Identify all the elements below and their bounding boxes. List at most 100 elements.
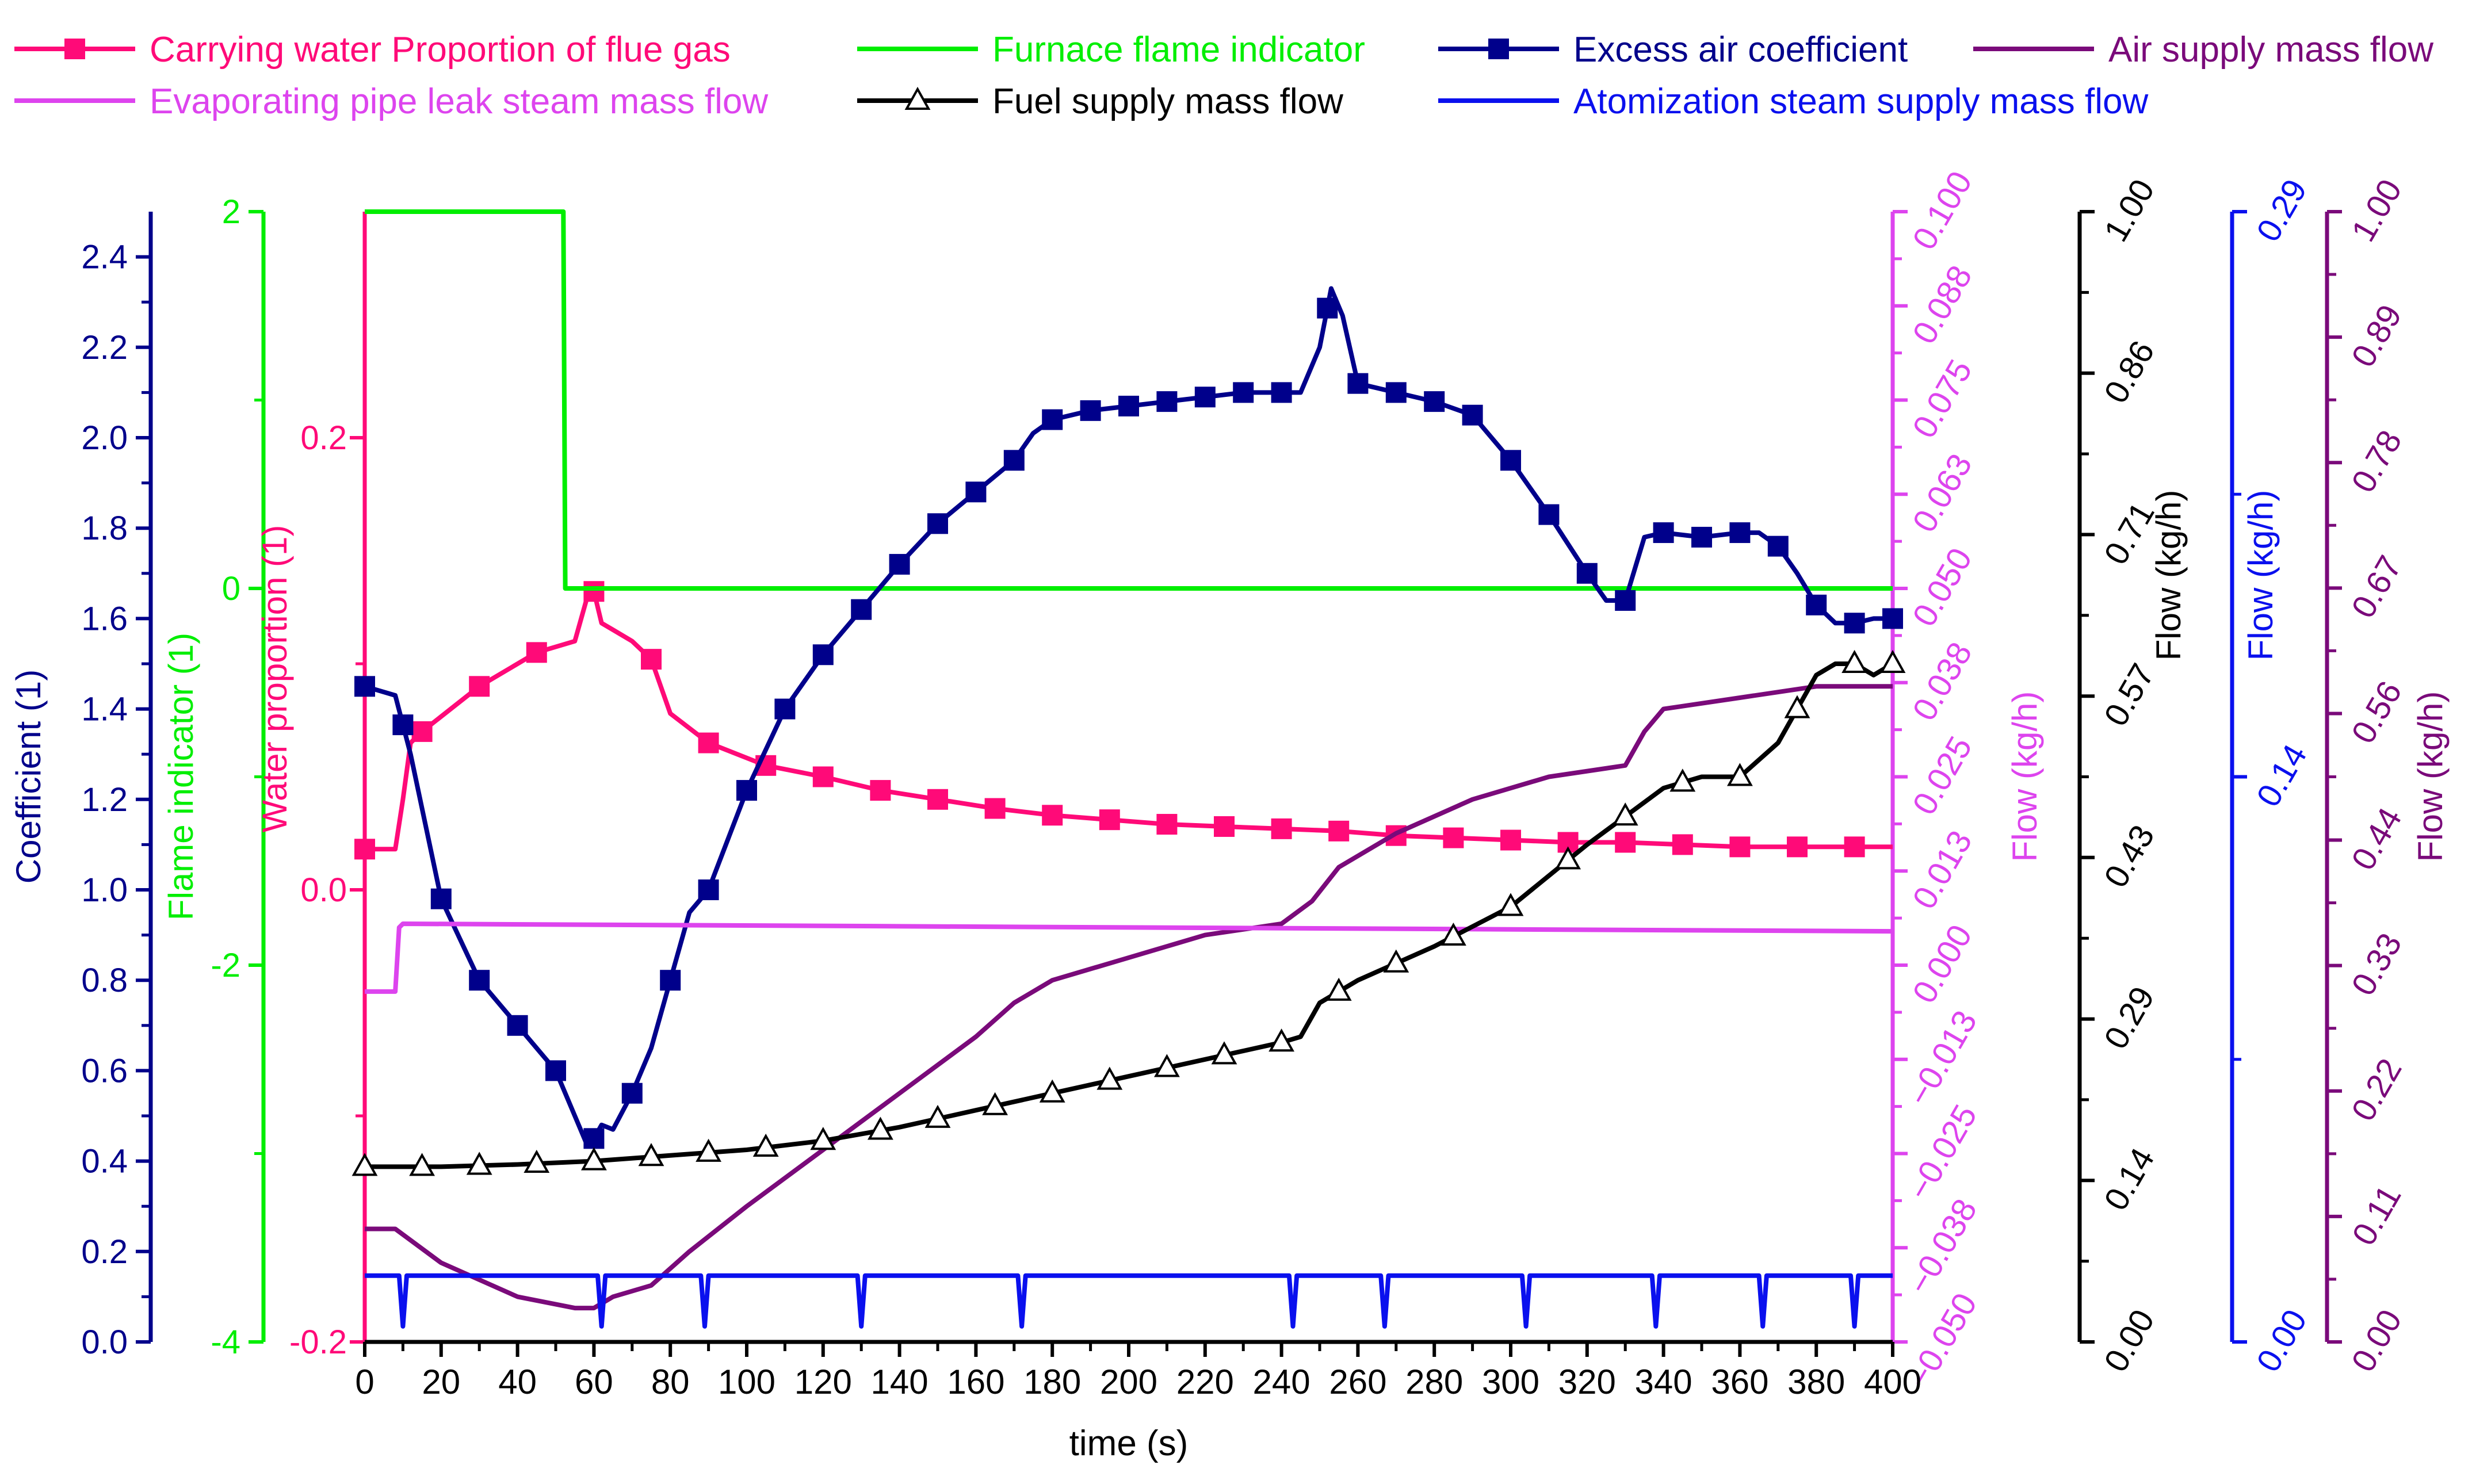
series-marker-water — [1729, 836, 1751, 858]
series-marker-water — [1615, 832, 1636, 853]
legend-label-flame: Furnace flame indicator — [992, 30, 1365, 70]
series-line-atom — [365, 1273, 1893, 1329]
series-marker-excess — [1156, 391, 1178, 412]
legend-label-atom: Atomization steam supply mass flow — [1573, 82, 2148, 121]
axes: 0.0 0.2 0.4 0.6 0.8 1.0 1.2 1.4 1.6 1.8 2.0 2.2 2.4 C… — [9, 165, 2450, 1395]
legend-item-flame: Furnace flame indicator — [857, 30, 1365, 70]
axis-tick-label-fuel: 1.00 — [2097, 173, 2162, 248]
axis-tick-label-leak: 0.075 — [1905, 353, 1980, 444]
series-marker-excess — [1118, 395, 1139, 416]
axis-tick-label-air: 0.67 — [2344, 549, 2409, 624]
axis-water: -0.2 0.0 0.2 Water proportion (1) — [255, 212, 367, 1361]
x-axis: 0 20 40 60 80 100 120 140 160 180 200 220 240 260 280 3… — [355, 1340, 1921, 1463]
axis-tick-label-coef: 0.6 — [81, 1052, 128, 1089]
series-marker-excess — [1729, 522, 1751, 544]
series-marker-water — [698, 732, 719, 754]
series-marker-excess — [1347, 373, 1369, 394]
axis-tick-label-coef: 1.4 — [81, 691, 128, 728]
series-marker-excess — [698, 879, 719, 900]
series-marker-fuel — [1879, 649, 1906, 673]
axis-tick-label-fuel: 0.86 — [2097, 335, 2162, 410]
axis-tick-label-flame: 2 — [222, 193, 240, 231]
series-marker-excess — [1003, 450, 1025, 471]
series-marker-excess — [1538, 504, 1560, 525]
series-marker-fuel — [1269, 1028, 1295, 1052]
axis-tick-label-fuel: 0.57 — [2097, 657, 2162, 732]
series-leak — [365, 921, 1893, 994]
axis-tick-label-coef: 1.8 — [81, 510, 128, 547]
series-marker-excess — [1194, 387, 1216, 408]
series-marker-water — [1271, 818, 1292, 839]
series-line-flame — [365, 209, 1893, 591]
x-axis-tick-label: 280 — [1405, 1363, 1463, 1401]
series-marker-excess — [1424, 391, 1445, 412]
axis-tick-label-leak: 0.088 — [1905, 259, 1980, 350]
series-marker-water — [812, 766, 834, 787]
x-axis-tick-label: 220 — [1176, 1363, 1234, 1401]
series-marker-excess — [430, 888, 452, 909]
series-marker-fuel — [1612, 802, 1638, 826]
series-marker-excess — [1615, 590, 1636, 611]
axis-tick-label-air: 0.11 — [2345, 1179, 2409, 1252]
series-marker-water — [1099, 809, 1120, 831]
series-marker-water — [1672, 834, 1693, 855]
x-axis-tick-label: 60 — [575, 1363, 613, 1401]
series-fuel — [351, 649, 1906, 1176]
series-marker-water — [583, 581, 605, 602]
axis-tick-label-leak: −0.038 — [1900, 1192, 1984, 1301]
legend-item-leak: Evaporating pipe leak steam mass flow — [14, 82, 768, 121]
series-marker-fuel — [1784, 695, 1810, 718]
x-axis-tick-label: 80 — [651, 1363, 690, 1401]
series-line-air — [365, 684, 1893, 1311]
series-marker-excess — [469, 970, 490, 991]
x-axis-tick-label: 380 — [1787, 1363, 1845, 1401]
legend-marker-excess — [1488, 39, 1509, 59]
axis-tick-label-atom: 0.14 — [2249, 738, 2314, 813]
axis-air: 0.00 0.11 0.22 0.33 0.44 0.56 0.67 0.78 0.89 1.00… — [2325, 173, 2450, 1378]
series-marker-water — [1500, 829, 1521, 851]
axis-tick-label-coef: 0.0 — [81, 1324, 128, 1361]
axis-tick-label-water: 0.0 — [300, 871, 347, 909]
axis-leak: −0.050−0.038−0.025−0.0130.0000.0130.0250… — [1890, 165, 2044, 1395]
axis-tick-label-flame: -2 — [211, 947, 240, 984]
legend: Carrying water Proportion of flue gas Fur… — [14, 30, 2433, 121]
series-line-leak — [365, 921, 1893, 994]
legend-item-water: Carrying water Proportion of flue gas — [14, 30, 731, 70]
series-marker-excess — [621, 1083, 643, 1104]
series-marker-excess — [1653, 522, 1674, 544]
series-marker-excess — [1317, 297, 1338, 319]
series-marker-excess — [965, 481, 987, 503]
series-marker-water — [984, 798, 1006, 819]
series-marker-water — [1844, 836, 1865, 858]
axis-flame: -4 -2 0 2 Flame indicator (1) — [162, 193, 266, 1361]
legend-label-air: Air supply mass flow — [2108, 30, 2433, 70]
series-marker-water — [469, 676, 490, 697]
axis-title-flame: Flame indicator (1) — [162, 633, 200, 920]
series-line-excess — [364, 286, 1893, 1146]
axis-tick-label-air: 1.00 — [2344, 173, 2409, 248]
x-axis-tick-label: 360 — [1711, 1363, 1768, 1401]
series-marker-fuel — [1669, 768, 1696, 792]
axis-coef: 0.0 0.2 0.4 0.6 0.8 1.0 1.2 1.4 1.6 1.8 2.0 2.2 2.4 C… — [9, 212, 153, 1361]
axis-tick-label-air: 0.00 — [2344, 1303, 2409, 1378]
series-marker-excess — [1806, 594, 1827, 615]
axis-title-water: Water proportion (1) — [255, 525, 294, 833]
series-marker-excess — [583, 1128, 605, 1149]
x-axis-tick-label: 320 — [1558, 1363, 1616, 1401]
axis-tick-label-coef: 1.2 — [81, 781, 128, 819]
series-marker-fuel — [810, 1127, 836, 1150]
series-layer — [351, 209, 1906, 1329]
series-excess — [354, 286, 1903, 1149]
series-marker-water — [641, 649, 662, 670]
series-marker-excess — [927, 513, 948, 534]
series-marker-water — [1042, 805, 1063, 826]
series-marker-excess — [392, 714, 414, 736]
axis-tick-label-leak: 0.025 — [1905, 730, 1980, 821]
axis-tick-label-air: 0.44 — [2344, 801, 2409, 876]
series-marker-excess — [1233, 382, 1254, 403]
series-air — [365, 684, 1893, 1311]
series-marker-water — [1557, 832, 1579, 853]
x-axis-tick-label: 120 — [794, 1363, 852, 1401]
series-marker-fuel — [1325, 977, 1352, 1001]
